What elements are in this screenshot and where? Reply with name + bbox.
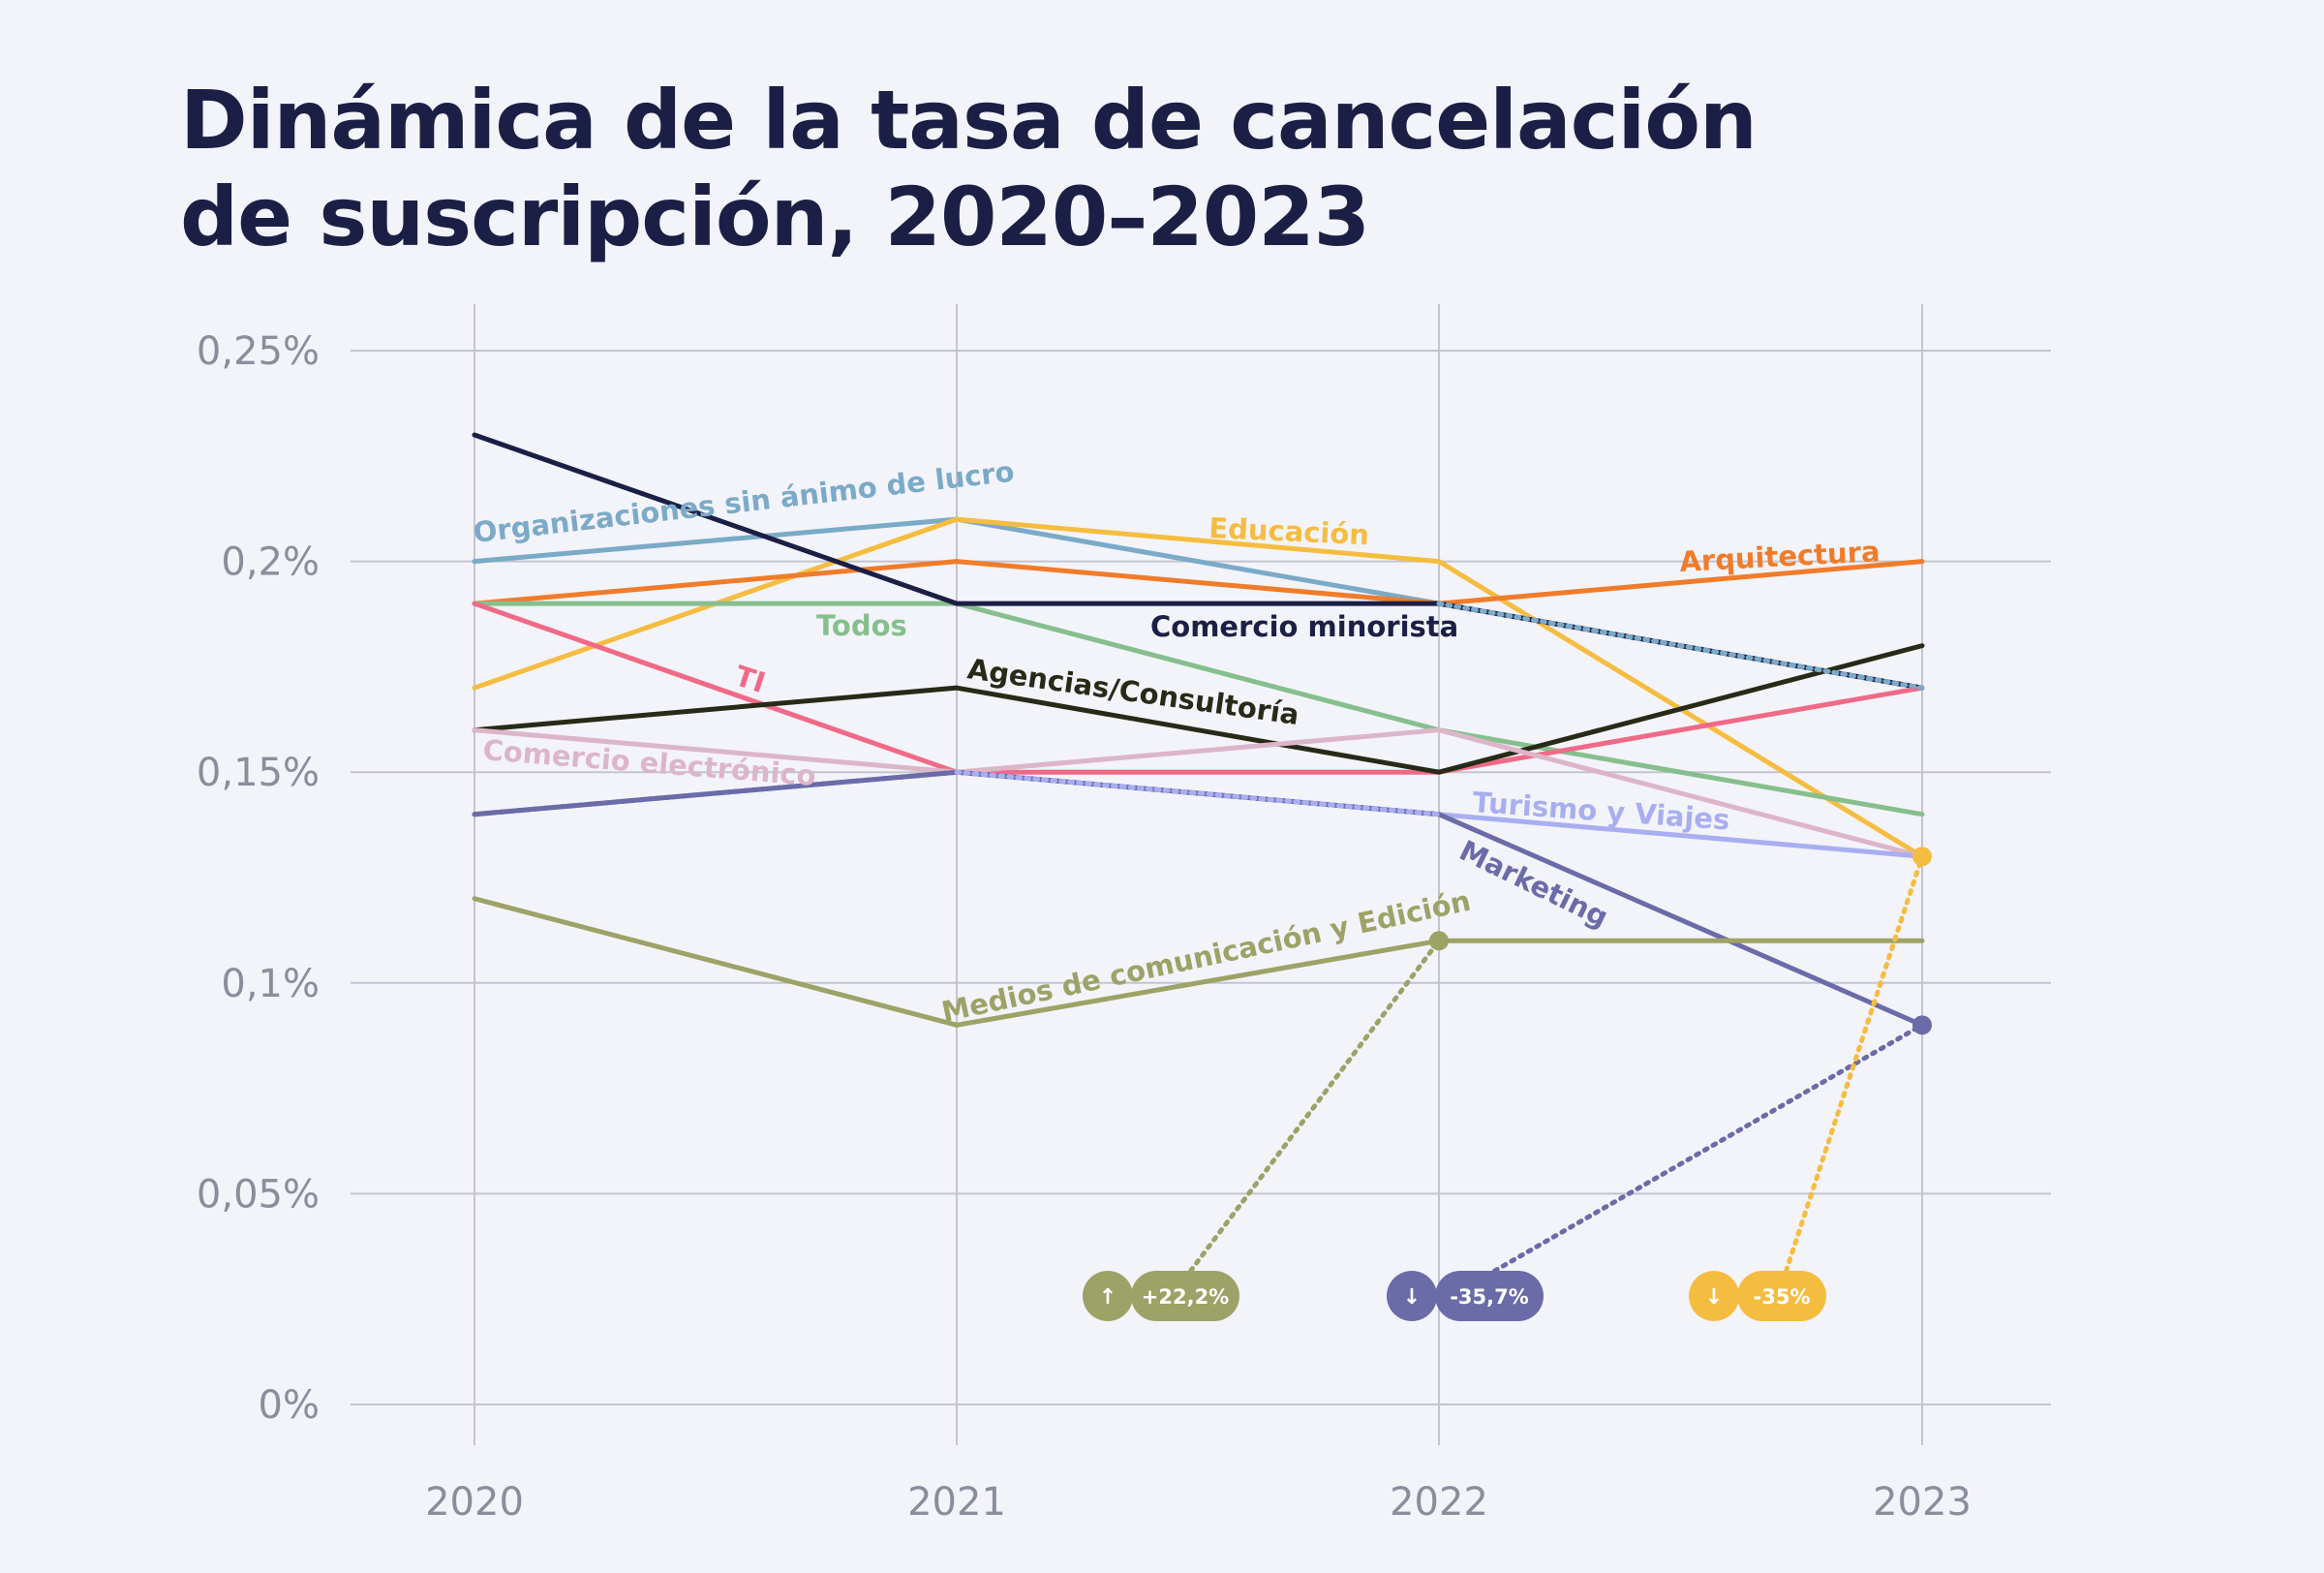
change-arrow-circle: [1387, 1271, 1437, 1321]
grid: 0% 0,05% 0,1% 0,15% 0,2% 0,25% 2020 2021 2022 202…: [197, 304, 2051, 1525]
overlap-dots-comercio-minorista: [1436, 601, 1925, 691]
series-label-todos: Todos: [816, 609, 907, 642]
change-arrow-icon: ↓: [1705, 1285, 1723, 1310]
badge-connector: [1784, 853, 1925, 1274]
series-label-educacion: Educación: [1208, 511, 1370, 551]
change-badge-label: +22,2%: [1142, 1285, 1229, 1309]
series-label-arquitectura: Arquitectura: [1679, 535, 1881, 578]
change-badges: ↑ +22,2% ↓ -35,7% ↓ -35%: [1083, 847, 1932, 1321]
badge-connector: [1188, 938, 1442, 1274]
series-label-comercio-minorista: Comercio minorista: [1150, 610, 1458, 643]
series-label-organizaciones-sin-animo-de-lucro: Organizaciones sin ánimo de lucro: [472, 455, 1016, 549]
series-label-medios-de-comunicacion-y-edicion: Medios de comunicación y Edición: [938, 884, 1473, 1029]
y-tick-label: 0,15%: [197, 751, 320, 795]
change-badge-label: -35,7%: [1450, 1285, 1529, 1309]
y-tick-label: 0,2%: [221, 540, 320, 585]
change-badge-pill: [1435, 1271, 1544, 1321]
change-marker-dot: [1912, 847, 1932, 867]
change-arrow-icon: ↑: [1099, 1285, 1116, 1310]
overlap-dots-marketing: [954, 769, 1442, 817]
series-line-comercio-electronico: [472, 727, 1925, 859]
change-badge-pill: [1131, 1271, 1239, 1321]
overlap-dots-turismo-y-viajes: [472, 769, 960, 817]
change-marker-dot: [1429, 931, 1449, 951]
y-tick-label: 0%: [259, 1383, 320, 1428]
x-tick-label: 2022: [1390, 1480, 1488, 1525]
change-arrow-icon: ↓: [1403, 1285, 1421, 1310]
badge-connector: [1492, 1022, 1925, 1274]
change-marker-dot: [1912, 1015, 1932, 1035]
series-line-ti: [472, 601, 1925, 775]
series-line-todos: [472, 601, 1925, 817]
series-line-arquitectura: [472, 559, 1925, 606]
y-tick-label: 0,1%: [221, 962, 320, 1006]
x-tick-label: 2021: [907, 1480, 1006, 1525]
y-tick-label: 0,05%: [197, 1172, 320, 1217]
change-arrow-circle: [1083, 1271, 1133, 1321]
series-label-comercio-electronico: Comercio electrónico: [481, 733, 816, 792]
series-label-marketing: Marketing: [1454, 834, 1613, 934]
change-badge-pill: [1737, 1271, 1826, 1321]
change-arrow-circle: [1689, 1271, 1739, 1321]
change-badge-label: -35%: [1754, 1285, 1811, 1309]
x-tick-label: 2023: [1873, 1480, 1972, 1525]
x-tick-label: 2020: [425, 1480, 524, 1525]
y-tick-label: 0,25%: [197, 329, 320, 374]
chart-title-line-2: de suscripción, 2020–2023: [180, 170, 1370, 264]
chart-title-line-1: Dinámica de la tasa de cancelación: [180, 73, 1758, 168]
chart-title: Dinámica de la tasa de cancelación de su…: [180, 72, 2020, 265]
series-line-agencias-consultoria: [472, 643, 1925, 775]
series-line-medios-de-comunicacion-y-edicion: [472, 896, 1925, 1028]
series-lines: [472, 432, 1925, 1028]
